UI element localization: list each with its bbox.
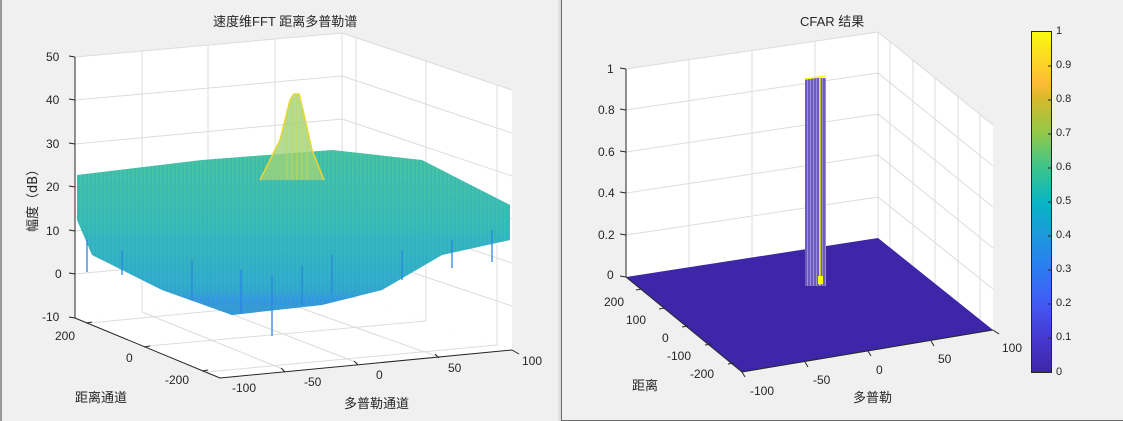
cfar-y-tick-0: 0 (662, 331, 669, 345)
cfar-z-tick-1: 1 (607, 62, 614, 76)
colorbar-tick-0.1: 0.1 (1056, 331, 1072, 343)
cfar-z-tick-0.2: 0.2 (598, 228, 615, 242)
cfar-x-tick-0: 0 (876, 363, 883, 377)
z-tick-10: 10 (46, 224, 60, 238)
x-tick-50: 50 (448, 361, 462, 375)
right-figure-panel: CFAR 结果 1 0.8 0.6 0.4 0.2 0 200 100 0 -1… (561, 0, 1123, 421)
cfar-surface-plot[interactable] (562, 0, 1123, 421)
panel-divider (558, 0, 562, 421)
right-plot-title: CFAR 结果 (800, 14, 865, 29)
z-tick-neg10: -10 (42, 310, 60, 324)
cfar-x-tick-100: 100 (1002, 341, 1023, 355)
colorbar-tick-0.2: 0.2 (1056, 297, 1072, 309)
z-tick-0: 0 (55, 267, 62, 281)
cfar-y-tick-neg200: -200 (690, 367, 715, 381)
x-tick-0: 0 (376, 368, 383, 382)
y-tick-200: 200 (55, 329, 76, 343)
x-tick-100: 100 (522, 354, 543, 368)
colorbar-tick-1: 1 (1056, 25, 1063, 37)
left-figure-panel: 速度维FFT 距离多普勒谱 50 40 30 20 10 0 -10 幅度（dB… (0, 0, 558, 421)
cfar-x-axis-label: 多普勒 (853, 391, 893, 406)
x-tick-neg100: -100 (232, 381, 257, 395)
y-tick-neg200: -200 (165, 373, 190, 387)
z-axis-label: 幅度（dB） (26, 162, 41, 232)
range-doppler-surface-plot[interactable] (2, 0, 560, 421)
cfar-y-tick-100: 100 (626, 313, 647, 327)
colorbar-tick-0: 0 (1056, 366, 1063, 378)
colorbar (1031, 31, 1052, 373)
colorbar-tick-0.4: 0.4 (1056, 229, 1072, 241)
cfar-x-tick-neg50: -50 (813, 373, 831, 387)
z-tick-50: 50 (46, 50, 60, 64)
colorbar-tick-0.5: 0.5 (1056, 195, 1072, 207)
cfar-z-tick-0.6: 0.6 (598, 145, 615, 159)
cfar-z-tick-0.4: 0.4 (598, 186, 615, 200)
cfar-z-tick-0: 0 (607, 268, 614, 282)
colorbar-tick-0.3: 0.3 (1056, 263, 1072, 275)
z-tick-40: 40 (46, 93, 60, 107)
colorbar-tick-0.7: 0.7 (1056, 127, 1072, 139)
x-axis-label: 多普勒通道 (344, 397, 410, 412)
y-axis-label: 距离通道 (75, 391, 128, 406)
cfar-x-tick-50: 50 (938, 352, 952, 366)
colorbar-tick-0.9: 0.9 (1056, 59, 1072, 71)
cfar-y-tick-200: 200 (604, 295, 625, 309)
z-tick-20: 20 (46, 180, 60, 194)
cfar-zero-plane (626, 238, 993, 372)
cfar-x-tick-neg100: -100 (750, 384, 775, 398)
x-tick-neg50: -50 (304, 375, 322, 389)
cfar-z-tick-0.8: 0.8 (598, 103, 615, 117)
colorbar-tick-0.8: 0.8 (1056, 93, 1072, 105)
colorbar-tick-0.6: 0.6 (1056, 161, 1072, 173)
cfar-y-axis-label: 距离 (632, 379, 659, 394)
cfar-y-tick-neg100: -100 (667, 349, 692, 363)
y-tick-0: 0 (126, 351, 133, 365)
left-plot-title: 速度维FFT 距离多普勒谱 (213, 14, 358, 29)
z-tick-30: 30 (46, 137, 60, 151)
